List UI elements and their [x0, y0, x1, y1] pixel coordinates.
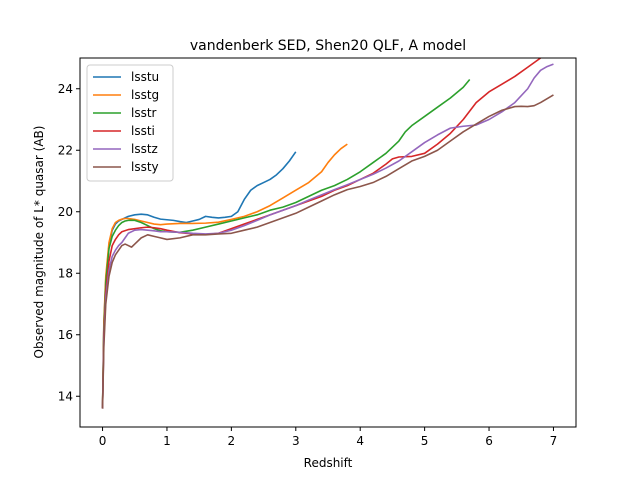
series-line-lssty: [101, 94, 554, 409]
x-tick-label: 4: [356, 434, 364, 448]
y-tick-label: 16: [58, 328, 73, 342]
legend-label-lssty: lssty: [131, 160, 159, 174]
series-layer: [101, 58, 554, 409]
x-tick-label: 5: [421, 434, 429, 448]
chart-title: vandenberk SED, Shen20 QLF, A model: [190, 38, 466, 54]
y-tick-label: 24: [58, 82, 73, 96]
legend-label-lsstu: lsstu: [131, 70, 159, 84]
x-tick-label: 1: [163, 434, 171, 448]
series-line-lsstu: [101, 151, 297, 409]
y-tick-label: 14: [58, 389, 73, 403]
y-tick-label: 22: [58, 143, 73, 157]
x-tick-label: 7: [550, 434, 558, 448]
y-axis: 14 16 18 20 22 24: [58, 82, 80, 403]
legend: lsstu lsstg lsstr lssti lsstz lssty: [86, 64, 174, 182]
legend-box: [86, 64, 174, 182]
x-axis-label: Redshift: [304, 456, 353, 470]
y-tick-label: 18: [58, 266, 73, 280]
y-axis-label: Observed magnitude of L* quasar (AB): [32, 126, 46, 359]
legend-label-lsstz: lsstz: [131, 142, 158, 156]
series-line-lsstr: [101, 79, 471, 409]
x-tick-label: 0: [99, 434, 107, 448]
x-axis: 0 1 2 3 4 5 6 7: [99, 427, 558, 448]
x-tick-label: 6: [485, 434, 493, 448]
x-tick-label: 2: [228, 434, 236, 448]
series-line-lsstz: [101, 63, 554, 409]
plot-frame: [79, 57, 577, 428]
legend-label-lssti: lssti: [131, 124, 155, 138]
x-tick-label: 3: [292, 434, 300, 448]
legend-label-lsstr: lsstr: [131, 106, 157, 120]
y-tick-label: 20: [58, 205, 73, 219]
legend-label-lsstg: lsstg: [131, 88, 159, 102]
series-line-lsstg: [101, 143, 348, 409]
